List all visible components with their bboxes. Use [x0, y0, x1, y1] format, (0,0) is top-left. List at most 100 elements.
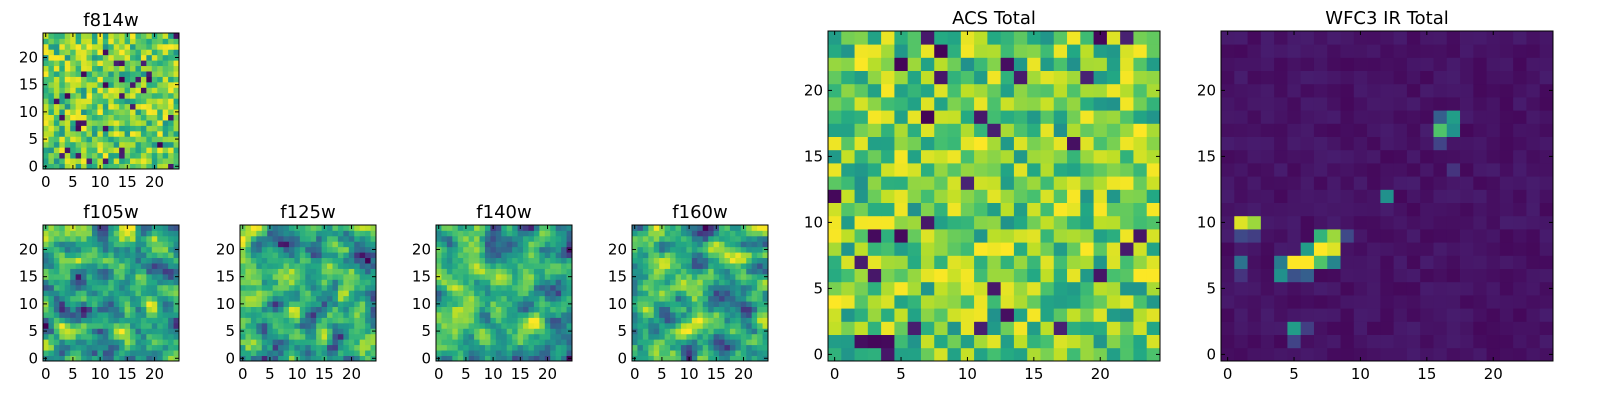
- heatmap-cell: [686, 273, 693, 280]
- heatmap-cell: [53, 344, 60, 351]
- heatmap-cell: [1067, 281, 1081, 296]
- heatmap-cell: [1013, 242, 1028, 256]
- heatmap-cell: [1120, 281, 1134, 296]
- heatmap-cell: [113, 54, 120, 61]
- heatmap-cell: [250, 290, 257, 297]
- heatmap-cell: [436, 295, 442, 302]
- heatmap-cell: [327, 290, 333, 297]
- heatmap-cell: [686, 301, 693, 307]
- heatmap-cell: [512, 295, 518, 302]
- heatmap-cell: [452, 312, 459, 318]
- heatmap-cell: [168, 147, 174, 154]
- heatmap-cell: [305, 344, 312, 351]
- heatmap-cell: [316, 344, 322, 351]
- heatmap-cell: [512, 333, 518, 340]
- heatmap-cell: [135, 87, 142, 94]
- heatmap-cell: [642, 284, 649, 291]
- panel-title: f125w: [280, 202, 335, 223]
- heatmap-cell: [59, 147, 66, 154]
- heatmap-cell: [648, 328, 655, 335]
- heatmap-cell: [441, 350, 448, 356]
- heatmap-cell: [140, 295, 147, 302]
- heatmap-cell: [501, 263, 508, 269]
- heatmap-cell: [1260, 202, 1275, 217]
- heatmap-cell: [1499, 123, 1514, 137]
- heatmap-cell: [250, 252, 257, 259]
- heatmap-cell: [867, 202, 882, 217]
- heatmap-cell: [528, 268, 535, 275]
- heatmap-cell: [1340, 163, 1355, 177]
- heatmap-cell: [168, 33, 174, 39]
- heatmap-cell: [1460, 347, 1474, 362]
- heatmap-cell: [1013, 229, 1028, 243]
- heatmap-cell: [1327, 215, 1341, 230]
- heatmap-cell: [512, 235, 518, 242]
- heatmap-cell: [130, 268, 136, 275]
- heatmap-cell: [316, 301, 322, 307]
- heatmap-cell: [348, 257, 355, 264]
- heatmap-cell: [1433, 31, 1448, 45]
- heatmap-cell: [528, 290, 535, 297]
- heatmap-cell: [1473, 149, 1487, 164]
- heatmap-cell: [59, 120, 66, 126]
- heatmap-cell: [1234, 176, 1248, 190]
- heatmap-cell: [441, 306, 448, 313]
- heatmap-cell: [135, 230, 142, 237]
- heatmap-cell: [1340, 97, 1355, 111]
- heatmap-cell: [1260, 334, 1275, 349]
- heatmap-cell: [550, 279, 557, 286]
- heatmap-cell: [550, 284, 557, 291]
- heatmap-cell: [261, 273, 268, 280]
- heatmap-cell: [59, 252, 66, 259]
- heatmap-cell: [729, 317, 736, 324]
- heatmap-cell: [64, 235, 71, 242]
- heatmap-cell: [1287, 136, 1302, 151]
- heatmap-cell: [751, 284, 758, 291]
- heatmap-cell: [1040, 334, 1055, 349]
- heatmap-cell: [1393, 163, 1408, 177]
- heatmap-cell: [332, 344, 339, 351]
- heatmap-cell: [484, 235, 491, 242]
- heatmap-cell: [512, 257, 518, 264]
- heatmap-cell: [343, 225, 350, 231]
- heatmap-cell: [151, 268, 158, 275]
- heatmap-cell: [97, 65, 104, 72]
- heatmap-cell: [1513, 57, 1527, 71]
- heatmap-cell: [735, 230, 742, 237]
- heatmap-cell: [343, 257, 350, 264]
- heatmap-cell: [670, 301, 676, 307]
- heatmap-cell: [348, 312, 355, 318]
- heatmap-cell: [70, 109, 77, 115]
- heatmap-cell: [310, 339, 317, 346]
- heatmap-cell: [828, 281, 842, 296]
- heatmap-cell: [157, 284, 164, 291]
- heatmap-cell: [659, 246, 666, 253]
- heatmap-cell: [1499, 136, 1514, 151]
- heatmap-cell: [517, 350, 524, 356]
- heatmap-cell: [321, 263, 328, 269]
- heatmap-cell: [881, 268, 895, 283]
- heatmap-cell: [1420, 321, 1434, 335]
- heatmap-cell: [1473, 295, 1487, 309]
- y-tick-label: 5: [225, 322, 235, 340]
- heatmap-cell: [130, 344, 136, 351]
- heatmap-cell: [517, 263, 524, 269]
- heatmap-cell: [675, 230, 682, 237]
- heatmap-cell: [316, 322, 322, 329]
- heatmap-cell: [474, 257, 480, 264]
- heatmap-cell: [278, 339, 284, 346]
- heatmap-cell: [719, 257, 725, 264]
- heatmap-cell: [1120, 189, 1134, 203]
- heatmap-cell: [97, 120, 104, 126]
- heatmap-cell: [735, 268, 742, 275]
- heatmap-cell: [321, 246, 328, 253]
- heatmap-cell: [474, 295, 480, 302]
- heatmap-cell: [91, 252, 98, 259]
- heatmap-cell: [53, 152, 60, 159]
- heatmap-cell: [680, 290, 687, 297]
- heatmap-cell: [544, 312, 551, 318]
- heatmap-cell: [691, 312, 698, 318]
- heatmap-cell: [1080, 281, 1094, 296]
- heatmap-cell: [130, 230, 136, 237]
- heatmap-cell: [713, 328, 720, 335]
